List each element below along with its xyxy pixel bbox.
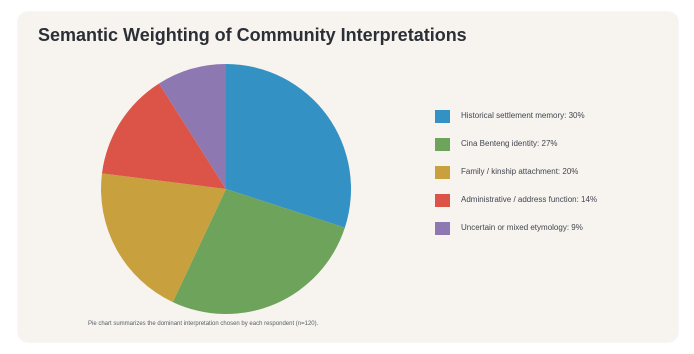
legend-swatch <box>435 194 450 207</box>
legend-label: Historical settlement memory: 30% <box>461 111 585 120</box>
pie-slice <box>172 189 345 314</box>
legend-item: Historical settlement memory: 30% <box>435 110 670 138</box>
legend-swatch <box>435 222 450 235</box>
legend-label: Family / kinship attachment: 20% <box>461 167 579 176</box>
legend-item: Administrative / address function: 14% <box>435 194 670 222</box>
legend-label: Uncertain or mixed etymology: 9% <box>461 223 583 232</box>
pie-slice <box>101 173 226 303</box>
pie-slice <box>159 64 226 189</box>
legend-swatch <box>435 138 450 151</box>
chart-card: Semantic Weighting of Community Interpre… <box>18 12 678 342</box>
chart-legend: Historical settlement memory: 30% Cina B… <box>435 110 670 250</box>
pie-slice <box>101 83 226 189</box>
legend-item: Cina Benteng identity: 27% <box>435 138 670 166</box>
pie-slice <box>226 64 351 228</box>
legend-label: Administrative / address function: 14% <box>461 195 598 204</box>
legend-swatch <box>435 110 450 123</box>
pie-chart <box>101 64 351 314</box>
chart-footnote: Pie chart summarizes the dominant interp… <box>88 321 319 327</box>
legend-item: Family / kinship attachment: 20% <box>435 166 670 194</box>
chart-title: Semantic Weighting of Community Interpre… <box>38 25 467 45</box>
legend-label: Cina Benteng identity: 27% <box>461 139 558 148</box>
legend-swatch <box>435 166 450 179</box>
legend-item: Uncertain or mixed etymology: 9% <box>435 222 670 250</box>
